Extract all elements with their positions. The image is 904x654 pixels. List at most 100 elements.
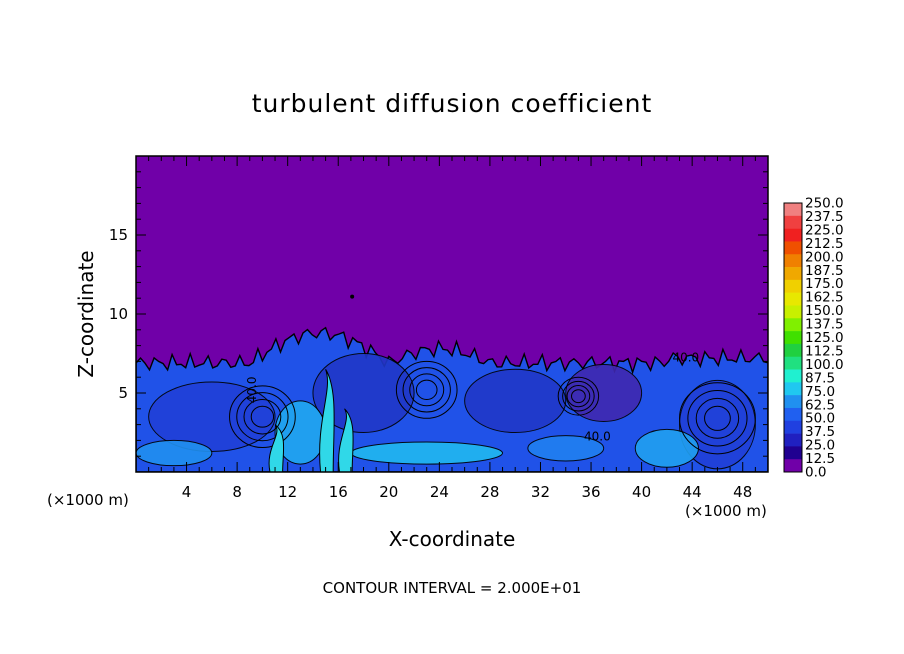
contour-patch (464, 368, 567, 433)
eddy-contour (571, 389, 586, 404)
colorbar-label: 112.5 (805, 343, 844, 359)
plume (319, 369, 335, 472)
x-axis-label: X-coordinate (389, 527, 516, 551)
colorbar-swatch (784, 382, 802, 396)
colorbar-label: 212.5 (805, 236, 844, 252)
colorbar-swatch (784, 356, 802, 370)
colorbar-swatch (784, 369, 802, 383)
plume (338, 408, 354, 472)
x-tick-label: 36 (581, 483, 600, 501)
colorbar-label: 25.0 (805, 438, 835, 454)
eddy-contour (409, 373, 445, 407)
colorbar-swatch (784, 279, 802, 293)
contour-patch (565, 364, 643, 422)
x-tick-label: 40 (632, 483, 651, 501)
x-tick-label: 8 (232, 483, 242, 501)
colorbar-swatch (784, 215, 802, 229)
contour-label: 40.0 (245, 376, 259, 403)
contour-patch (312, 353, 415, 433)
y-tick-label: 10 (109, 305, 128, 323)
colorbar-swatch (784, 433, 802, 447)
x-tick-label: 28 (480, 483, 499, 501)
plume (268, 424, 285, 472)
eddy-contour (250, 405, 275, 428)
x-tick-label: 12 (278, 483, 297, 501)
y-axis-label: Z-coordinate (74, 250, 98, 377)
contour-interval-note: CONTOUR INTERVAL = 2.000E+01 (323, 579, 582, 597)
contour-label: 40.0 (584, 429, 611, 443)
colorbar-swatch (784, 228, 802, 242)
colorbar-label: 100.0 (805, 357, 844, 373)
colorbar-label: 12.5 (805, 451, 835, 467)
colorbar-swatch (784, 203, 802, 217)
eddy-contour (243, 398, 282, 435)
colorbar-label: 50.0 (805, 411, 835, 427)
x-axis-ticks: 4 8 12 16 20 24 28 32 36 40 44 48 (148, 156, 756, 501)
colorbar-swatch (784, 395, 802, 409)
contour-patch (350, 441, 504, 465)
eddy-contour (236, 392, 289, 442)
contour-patch (136, 439, 213, 467)
colorbar-label: 75.0 (805, 384, 835, 400)
eddy-contour (687, 390, 748, 447)
x-tick-label: 24 (430, 483, 449, 501)
colorbar-label: 62.5 (805, 397, 835, 413)
colorbar-label: 125.0 (805, 330, 844, 346)
colorbar-label: 137.5 (805, 317, 844, 333)
x-unit-left: (×1000 m) (47, 491, 129, 509)
eddy-contour (395, 360, 458, 419)
colorbar-swatch (784, 407, 802, 422)
colorbar-label: 200.0 (805, 249, 844, 265)
eddy-contour (695, 397, 740, 439)
colorbar-swatch (784, 241, 802, 255)
x-tick-label: 20 (379, 483, 398, 501)
colorbar: 250.0237.5225.0212.5200.0187.5175.0162.5… (783, 196, 844, 481)
x-tick-label: 48 (733, 483, 752, 501)
x-tick-label: 16 (329, 483, 348, 501)
y-tick-label: 15 (109, 226, 128, 244)
colorbar-swatch (784, 420, 802, 434)
colorbar-label: 162.5 (805, 290, 844, 306)
x-tick-label: 4 (182, 483, 192, 501)
colorbar-label: 87.5 (805, 370, 835, 386)
colorbar-swatch (784, 305, 802, 319)
eddy-contour (566, 385, 591, 408)
contour-label: 40.0 (672, 350, 699, 364)
colorbar-label: 187.5 (805, 263, 844, 279)
colorbar-swatch (784, 254, 802, 268)
colorbar-label: 250.0 (805, 196, 844, 212)
eddy-contour (415, 379, 438, 401)
field: 40.0 40.0 40.0 (136, 156, 768, 472)
colorbar-label: 237.5 (805, 209, 844, 225)
eddy-contour (679, 382, 756, 455)
colorbar-swatch (784, 292, 802, 306)
x-tick-label: 44 (683, 483, 702, 501)
colorbar-label: 37.5 (805, 424, 835, 440)
x-tick-label: 32 (531, 483, 550, 501)
colorbar-swatch (784, 343, 802, 358)
contour-patch (634, 428, 699, 468)
eddy-contour (557, 376, 600, 416)
colorbar-swatch (784, 318, 802, 332)
colorbar-label: 0.0 (805, 465, 826, 481)
x-unit-right: (×1000 m) (685, 502, 767, 520)
y-axis-ticks: 5 10 15 (109, 171, 768, 457)
isolated-cell (350, 294, 355, 299)
chart-title: turbulent diffusion coefficient (252, 89, 653, 118)
colorbar-label: 225.0 (805, 222, 844, 238)
eddy-contour (562, 380, 595, 412)
colorbar-frame (783, 202, 803, 473)
colorbar-swatch (784, 446, 802, 460)
contour-patch (527, 435, 605, 462)
eddy-contour (402, 367, 451, 413)
colorbar-swatch (784, 331, 802, 345)
eddy-contour (229, 385, 296, 449)
y-tick-label: 5 (118, 384, 128, 402)
colorbar-label: 150.0 (805, 303, 844, 319)
colorbar-swatch (784, 459, 802, 473)
colorbar-label: 175.0 (805, 276, 844, 292)
colorbar-swatch (784, 267, 802, 281)
eddy-contour (704, 405, 731, 431)
plot-area: 40.0 40.0 40.0 (135, 155, 769, 473)
